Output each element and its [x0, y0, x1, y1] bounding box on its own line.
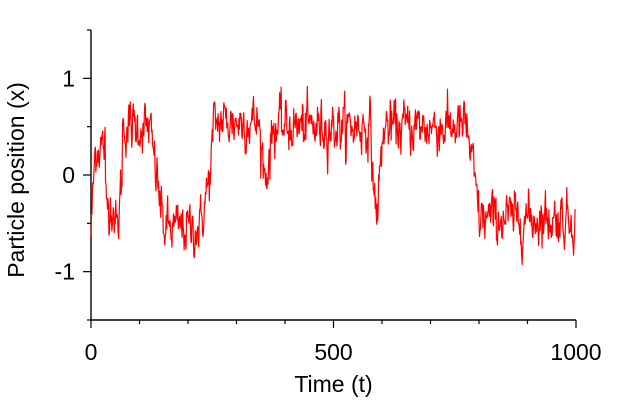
y-tick-label: 1: [62, 65, 75, 91]
x-tick-label: 500: [314, 339, 352, 365]
plot-area: [90, 85, 577, 266]
series-line-0: [90, 85, 577, 266]
y-tick-label: -1: [55, 259, 75, 285]
x-tick-label: 1000: [550, 339, 601, 365]
y-axis-title: Particle position (x): [3, 82, 29, 278]
x-axis-title: Time (t): [294, 371, 372, 397]
axes: [90, 30, 576, 321]
axis-ticks: 0 500 1000 -1 0 1: [55, 29, 602, 365]
y-tick-label: 0: [62, 162, 75, 188]
x-tick-label: 0: [85, 339, 98, 365]
